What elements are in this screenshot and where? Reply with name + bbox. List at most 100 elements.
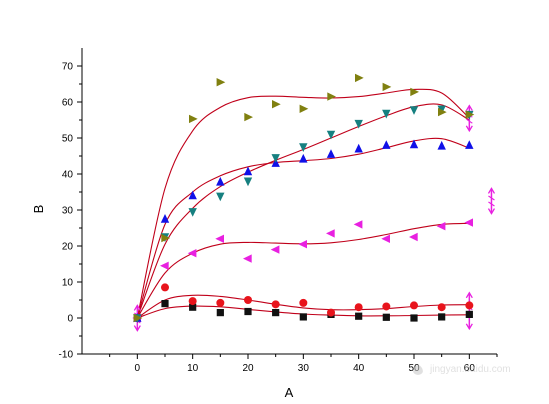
y-tick-label: 70 (62, 62, 74, 73)
paw-icon (413, 365, 423, 375)
point-s6-35 (327, 92, 336, 101)
point-s6-30 (299, 104, 309, 113)
point-s2-30 (299, 298, 308, 307)
x-tick-label: 40 (353, 363, 365, 374)
point-s5-35 (326, 130, 336, 140)
point-s4-30 (299, 153, 308, 163)
y-tick-label: 10 (62, 278, 74, 289)
point-s1-50 (410, 314, 418, 322)
point-s3-15 (215, 234, 224, 243)
y-tick-label: 30 (62, 206, 74, 217)
point-s5-25 (271, 154, 280, 163)
error-bar-cap-top (487, 187, 496, 194)
point-s5-50 (409, 106, 419, 115)
point-s2-55 (437, 303, 446, 312)
point-s6-55 (438, 107, 447, 117)
error-bar-hatch (488, 195, 495, 207)
error-bar-cap-bottom (487, 208, 496, 215)
point-s2-50 (410, 301, 418, 310)
point-s5-15 (216, 192, 225, 202)
point-s2-45 (382, 302, 391, 311)
point-s1-60 (465, 310, 473, 318)
point-s5-45 (382, 109, 391, 119)
point-s4-45 (382, 140, 391, 149)
error-bar-cap-top (133, 304, 141, 311)
point-s1-45 (382, 313, 390, 321)
y-tick-label: 60 (62, 98, 74, 109)
point-s5-30 (299, 143, 308, 152)
point-s4-20 (243, 166, 253, 176)
point-s3-55 (436, 222, 446, 231)
point-s6-10 (189, 114, 198, 124)
y-tick-label: -10 (59, 350, 74, 361)
point-s6-20 (244, 112, 253, 122)
x-tick-label: 0 (135, 363, 141, 374)
point-s3-20 (243, 254, 252, 263)
point-s4-50 (409, 139, 419, 149)
point-s2-15 (216, 298, 225, 307)
point-s4-40 (354, 143, 363, 153)
point-s6-40 (355, 73, 364, 83)
x-tick-label: 30 (298, 363, 310, 374)
point-s3-50 (409, 232, 418, 242)
point-s3-10 (187, 249, 197, 258)
point-s1-40 (355, 312, 363, 320)
y-tick-label: 40 (62, 170, 74, 181)
watermark-logo: jingyan.baidu.com (413, 364, 511, 375)
point-s2-35 (327, 308, 335, 317)
point-s6-15 (216, 78, 226, 87)
error-bar-cap-bottom (465, 125, 473, 133)
point-s3-25 (270, 245, 280, 254)
point-s4-55 (437, 140, 446, 150)
y-tick-label: 50 (62, 134, 74, 145)
point-s6-45 (382, 82, 392, 92)
point-s1-10 (189, 303, 197, 311)
data-points (132, 73, 475, 323)
point-s5-20 (243, 177, 253, 187)
point-s3-60 (464, 218, 473, 227)
point-s6-60 (465, 110, 475, 119)
point-s2-25 (271, 300, 280, 309)
point-s3-30 (298, 240, 307, 249)
y-tick-label: 20 (62, 242, 74, 253)
point-s4-15 (216, 176, 225, 186)
x-tick-label: 20 (242, 363, 254, 374)
point-s6-0 (133, 313, 143, 323)
point-s3-45 (381, 234, 390, 243)
point-s6-50 (410, 87, 419, 97)
error-bar-cap-top (465, 291, 473, 299)
x-tick-label: 10 (187, 363, 199, 374)
point-s2-20 (244, 296, 252, 304)
point-s1-15 (216, 309, 224, 317)
point-s1-5 (161, 300, 169, 308)
point-s4-10 (188, 190, 197, 200)
point-s4-5 (160, 214, 170, 223)
point-s2-5 (161, 283, 169, 292)
point-s2-60 (465, 301, 474, 310)
y-axis-title: B (31, 205, 46, 214)
error-bar-cap-bottom (465, 323, 473, 331)
point-s4-35 (326, 149, 336, 158)
point-s1-55 (438, 313, 446, 321)
point-s6-25 (272, 100, 281, 109)
point-s1-20 (244, 307, 252, 316)
point-s6-5 (161, 233, 170, 243)
watermark-text: jingyan.baidu.com (429, 364, 511, 375)
point-s1-25 (272, 309, 280, 317)
point-s5-10 (188, 208, 197, 217)
x-tick-label: 60 (464, 363, 476, 374)
point-s3-40 (353, 220, 363, 229)
error-bar-cap-top (465, 104, 473, 111)
point-s4-60 (465, 140, 474, 149)
point-s3-5 (160, 261, 169, 270)
point-s5-40 (354, 119, 363, 129)
point-s3-35 (326, 229, 335, 238)
point-s2-40 (354, 303, 363, 312)
fit-curve-6 (136, 88, 470, 319)
x-axis-title: A (285, 385, 294, 400)
y-tick-label: 0 (67, 314, 73, 325)
axes: -100102030405060700102030405060 (59, 48, 498, 374)
error-bar-cap-bottom (133, 325, 141, 332)
